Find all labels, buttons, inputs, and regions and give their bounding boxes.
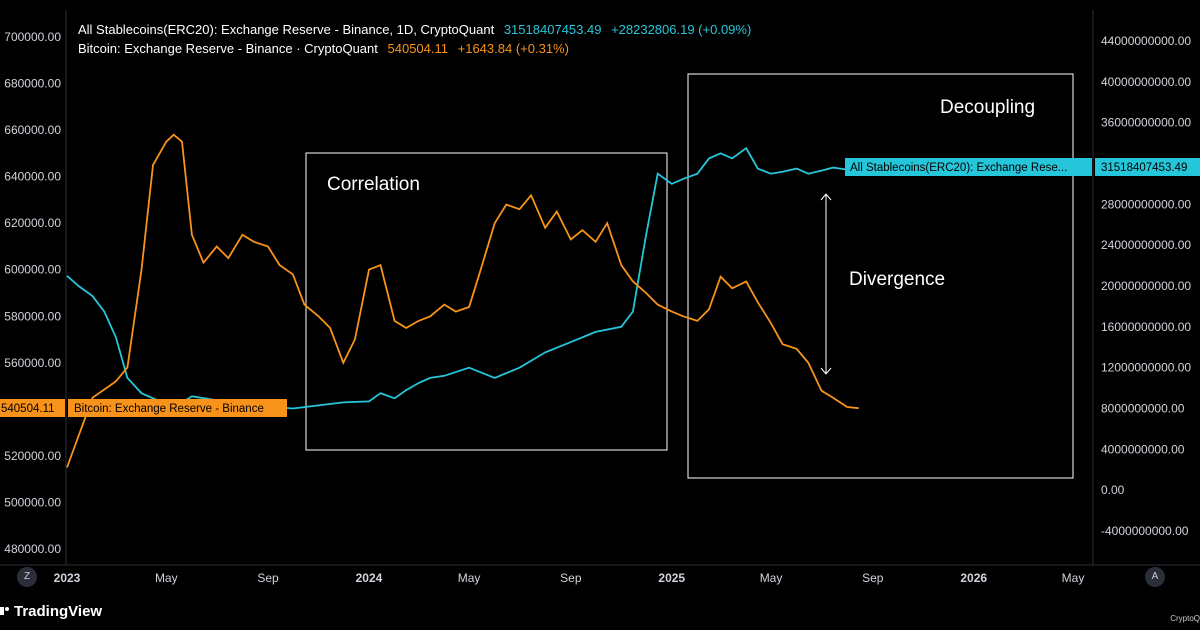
btc-series-line[interactable] xyxy=(66,133,859,468)
left-tick-label: 700000.00 xyxy=(4,30,61,44)
btc-price-tag: 540504.11 Bitcoin: Exchange Reserve - Bi… xyxy=(0,399,287,417)
right-tick-label: 36000000000.00 xyxy=(1101,116,1191,130)
x-tick-label: 2024 xyxy=(356,571,383,585)
left-tick-label: 520000.00 xyxy=(4,449,61,463)
x-tick-label: 2023 xyxy=(54,571,81,585)
left-tick-label: 560000.00 xyxy=(4,356,61,370)
legend-btc-value: 540504.11 xyxy=(387,41,449,56)
right-tick-label: 4000000000.00 xyxy=(1101,442,1185,456)
btc-tag-label: Bitcoin: Exchange Reserve - Binance xyxy=(74,403,264,415)
divergence-label: Divergence xyxy=(849,269,945,290)
stable-price-tag: All Stablecoins(ERC20): Exchange Rese...… xyxy=(845,158,1200,176)
tradingview-logo[interactable]: TradingView xyxy=(0,603,102,620)
left-tick-label: 660000.00 xyxy=(4,123,61,137)
x-tick-label: May xyxy=(760,571,783,585)
left-axis-ticks: 700000.00 680000.00 660000.00 640000.00 6200… xyxy=(4,30,61,556)
stable-tag-value: 31518407453.49 xyxy=(1101,162,1187,174)
x-tick-label: Sep xyxy=(862,571,884,585)
x-tick-label: 2026 xyxy=(960,571,987,585)
x-tick-label: May xyxy=(1062,571,1085,585)
x-tick-label: Sep xyxy=(560,571,582,585)
tradingview-brand: TradingView xyxy=(14,603,103,620)
stable-tag-label: All Stablecoins(ERC20): Exchange Rese... xyxy=(850,162,1067,174)
right-tick-label: 44000000000.00 xyxy=(1101,34,1191,48)
right-tick-label: 16000000000.00 xyxy=(1101,320,1191,334)
divergence-arrow xyxy=(820,193,832,375)
left-tick-label: 620000.00 xyxy=(4,216,61,230)
x-axis-ticks: 2023 May Sep 2024 May Sep 2025 May Sep 2026 May xyxy=(54,571,1085,585)
right-tick-label: 28000000000.00 xyxy=(1101,197,1191,211)
decoupling-box xyxy=(687,73,1074,479)
legend-stable-name: All Stablecoins(ERC20): Exchange Reserve… xyxy=(78,22,495,37)
legend-btc-change: +1643.84 (+0.31%) xyxy=(457,41,569,56)
auto-scale-button[interactable]: A xyxy=(1145,567,1165,587)
right-tick-label: -4000000000.00 xyxy=(1101,524,1189,538)
legend-stable-value: 31518407453.49 xyxy=(503,22,602,37)
left-tick-label: 640000.00 xyxy=(4,170,61,184)
decoupling-label: Decoupling xyxy=(940,97,1035,118)
tradingview-icon xyxy=(0,603,10,615)
right-tick-label: 40000000000.00 xyxy=(1101,75,1191,89)
x-tick-label: May xyxy=(458,571,481,585)
x-tick-label: 2025 xyxy=(658,571,685,585)
right-tick-label: 0.00 xyxy=(1101,483,1125,497)
correlation-box xyxy=(305,152,668,451)
timezone-button[interactable]: Z xyxy=(17,567,37,587)
right-tick-label: 20000000000.00 xyxy=(1101,279,1191,293)
right-tick-label: 12000000000.00 xyxy=(1101,361,1191,375)
left-tick-label: 580000.00 xyxy=(4,309,61,323)
btc-tag-value: 540504.11 xyxy=(1,403,55,415)
right-tick-label: 8000000000.00 xyxy=(1101,402,1185,416)
left-tick-label: 500000.00 xyxy=(4,495,61,509)
left-tick-label: 600000.00 xyxy=(4,263,61,277)
right-tick-label: 24000000000.00 xyxy=(1101,238,1191,252)
left-tick-label: 480000.00 xyxy=(4,542,61,556)
right-axis-ticks: 44000000000.00 40000000000.00 36000000000.… xyxy=(1101,34,1191,538)
legend-stablecoin: All Stablecoins(ERC20): Exchange Reserve… xyxy=(78,22,751,37)
legend-bitcoin: Bitcoin: Exchange Reserve - Binance · Cr… xyxy=(78,41,569,56)
left-tick-label: 680000.00 xyxy=(4,77,61,91)
x-tick-label: Sep xyxy=(257,571,279,585)
correlation-label: Correlation xyxy=(327,174,420,195)
x-tick-label: May xyxy=(155,571,178,585)
legend-btc-name: Bitcoin: Exchange Reserve - Binance · Cr… xyxy=(78,41,378,56)
stablecoin-series-line[interactable] xyxy=(66,146,859,410)
legend-stable-change: +28232806.19 (+0.09%) xyxy=(611,22,752,37)
cryptoquant-watermark: CryptoQ xyxy=(1170,614,1200,623)
footer-bar xyxy=(0,593,1200,630)
